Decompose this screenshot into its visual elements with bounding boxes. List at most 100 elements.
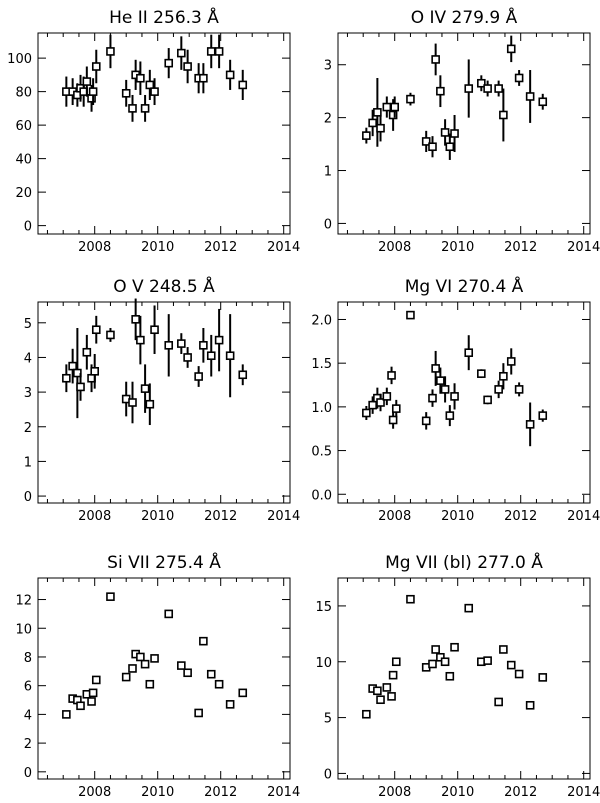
- data-point: [440, 385, 450, 394]
- x-tick-label: 2012: [204, 240, 237, 255]
- x-tick-label: 2014: [567, 785, 600, 800]
- data-point: [82, 77, 92, 86]
- data-point: [225, 351, 235, 361]
- data-point: [206, 351, 216, 361]
- data-point: [494, 697, 503, 707]
- data-point: [538, 97, 548, 107]
- data-point: [421, 416, 431, 426]
- data-point: [382, 392, 392, 401]
- y-tick-label: 0.5: [311, 445, 332, 460]
- data-point: [90, 367, 99, 376]
- data-point: [238, 688, 248, 698]
- data-point: [538, 673, 548, 682]
- data-point: [131, 315, 140, 324]
- y-tick-label: 60: [15, 119, 32, 134]
- data-point: [477, 369, 486, 378]
- data-point: [406, 594, 415, 604]
- chart-title: Mg VI 270.4 Å: [405, 275, 524, 297]
- x-tick-label: 2008: [78, 240, 111, 255]
- x-tick-label: 2008: [378, 240, 411, 255]
- plot-frame: [337, 301, 591, 504]
- data-point: [177, 48, 186, 58]
- y-tick-label: 0: [24, 490, 32, 505]
- data-point: [136, 652, 145, 662]
- data-point: [525, 700, 535, 710]
- y-tick-label: 80: [15, 86, 32, 101]
- data-point: [140, 384, 150, 393]
- y-tick-label: 3: [24, 386, 32, 401]
- data-point: [421, 137, 431, 146]
- data-point: [499, 645, 508, 654]
- data-point: [477, 78, 486, 88]
- y-tick-label: 8: [24, 651, 32, 666]
- data-point: [87, 697, 96, 706]
- data-point: [238, 80, 248, 90]
- x-tick-label: 2008: [78, 509, 111, 524]
- data-point: [68, 361, 77, 371]
- data-point: [506, 357, 516, 366]
- data-point: [140, 659, 150, 669]
- plot-frame: [37, 301, 291, 504]
- y-tick-label: 0: [24, 220, 32, 235]
- data-point: [206, 47, 216, 56]
- data-point: [145, 80, 155, 90]
- y-tick-label: 1: [324, 165, 332, 180]
- data-point: [525, 420, 535, 429]
- data-point: [76, 701, 85, 711]
- data-point: [106, 47, 115, 56]
- data-point: [387, 371, 396, 380]
- data-point: [388, 415, 398, 425]
- data-point: [199, 636, 208, 646]
- data-point: [150, 654, 159, 663]
- chart-title: He II 256.3 Å: [109, 6, 219, 28]
- data-point: [499, 371, 508, 381]
- x-tick-label: 2012: [204, 509, 237, 524]
- y-tick-label: 10: [15, 622, 32, 637]
- data-point: [150, 87, 159, 96]
- data-point: [214, 679, 224, 689]
- data-point: [145, 399, 155, 409]
- data-point: [464, 603, 474, 613]
- data-point: [440, 128, 450, 137]
- data-point: [538, 411, 548, 420]
- y-tick-label: 5: [24, 317, 32, 332]
- data-point: [177, 661, 186, 670]
- data-point: [436, 376, 445, 385]
- y-tick-label: 0.0: [311, 488, 332, 503]
- y-tick-label: 5: [324, 712, 332, 727]
- data-point: [199, 341, 208, 350]
- data-point: [450, 129, 459, 138]
- data-point: [214, 335, 224, 345]
- plot-frame: [37, 577, 291, 780]
- data-point: [388, 670, 398, 680]
- data-point: [164, 609, 174, 619]
- data-point: [483, 84, 492, 93]
- data-point: [362, 131, 371, 140]
- data-point: [391, 404, 401, 413]
- data-point: [436, 86, 445, 96]
- chart-title: Si VII 275.4 Å: [107, 551, 221, 573]
- data-point: [428, 393, 437, 403]
- data-point: [390, 102, 400, 112]
- x-tick-label: 2012: [504, 240, 537, 255]
- data-point: [445, 142, 455, 152]
- y-tick-label: 2: [24, 421, 32, 436]
- data-point: [199, 73, 208, 83]
- y-tick-label: 0: [324, 217, 332, 232]
- data-point: [436, 652, 445, 662]
- data-point: [194, 372, 203, 381]
- x-tick-label: 2008: [378, 785, 411, 800]
- y-tick-label: 1.0: [311, 401, 332, 416]
- y-tick-label: 40: [15, 153, 32, 168]
- data-point: [62, 373, 71, 383]
- plot-frame: [337, 577, 591, 780]
- plot-frame: [337, 32, 591, 235]
- data-point: [177, 339, 186, 348]
- data-point: [373, 686, 382, 696]
- data-point: [62, 710, 71, 719]
- y-tick-label: 0: [324, 767, 332, 782]
- data-point: [406, 310, 415, 320]
- data-point: [464, 84, 474, 93]
- y-tick-label: 1.5: [311, 357, 332, 372]
